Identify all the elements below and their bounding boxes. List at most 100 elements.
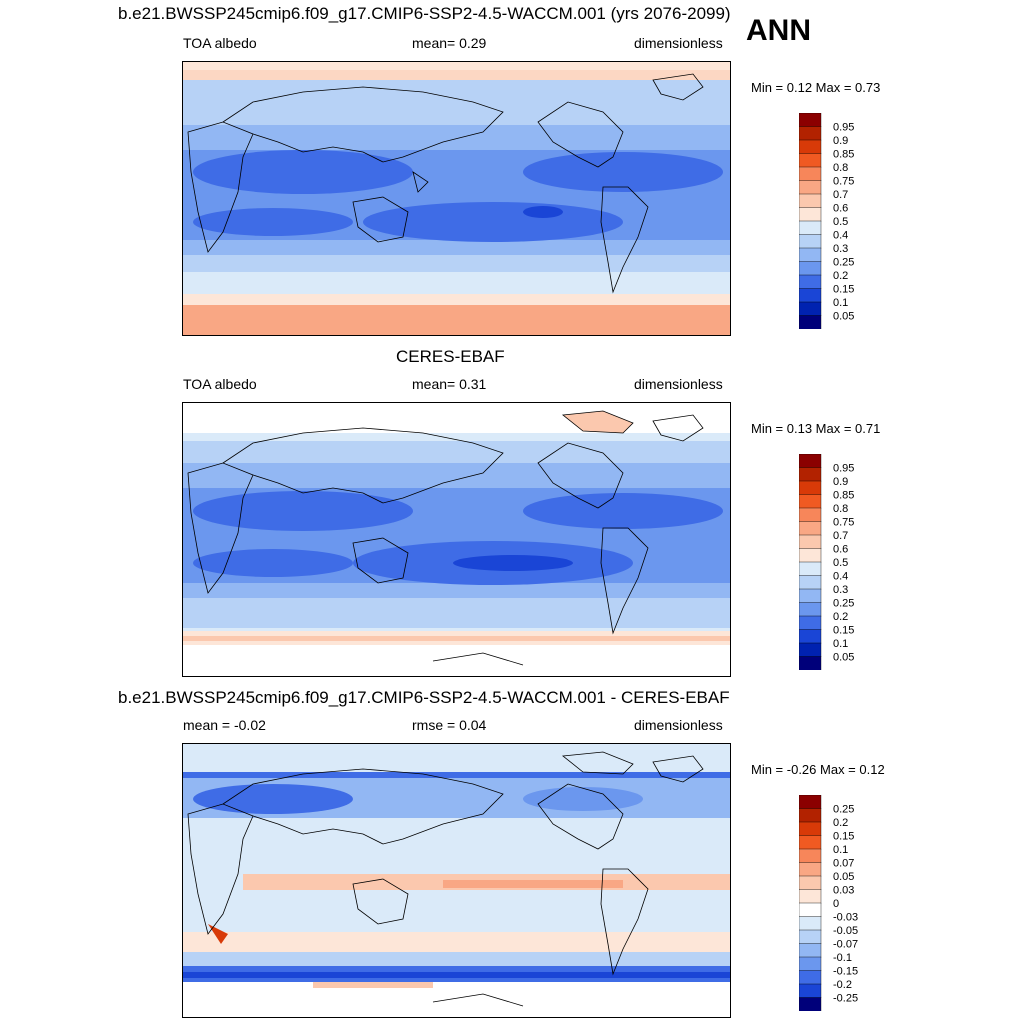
- colorbar-label: 0.75: [833, 517, 854, 529]
- colorbar-label: 0.75: [833, 176, 854, 188]
- colorbar-swatch: [798, 943, 822, 958]
- panel-1-units-label: dimensionless: [634, 35, 723, 51]
- colorbar-label: 0.3: [833, 243, 848, 255]
- colorbar-label: 0.5: [833, 557, 848, 569]
- panel-1-map-field: [183, 62, 730, 335]
- colorbar-label: 0.05: [833, 311, 854, 323]
- colorbar-swatch: [798, 997, 822, 1012]
- panel-3-mean-label: mean = -0.02: [183, 717, 266, 733]
- colorbar-swatch: [798, 288, 822, 303]
- colorbar-swatch: [798, 207, 822, 222]
- colorbar-label: 0.2: [833, 817, 848, 829]
- colorbar-label: 0.4: [833, 230, 848, 242]
- colorbar-swatch: [798, 112, 822, 128]
- panel-3-colorbar-swatches: 0.250.2 0.150.1 0.070.05 0.030 -0.03-0.05 -0.…: [798, 794, 858, 1012]
- colorbar-swatch: [798, 575, 822, 590]
- colorbar-swatch: [798, 126, 822, 141]
- colorbar-swatch: [798, 261, 822, 276]
- panel-1-map: [182, 61, 731, 336]
- colorbar-label: -0.05: [833, 925, 858, 937]
- colorbar-swatch: [798, 794, 822, 810]
- colorbar-label: 0.07: [833, 858, 854, 870]
- colorbar-label: 0.8: [833, 162, 848, 174]
- colorbar-label: -0.03: [833, 912, 858, 924]
- colorbar-swatch: [798, 588, 822, 604]
- panel-1-title: b.e21.BWSSP245cmip6.f09_g17.CMIP6-SSP2-4…: [118, 4, 731, 23]
- colorbar-label: 0.25: [833, 804, 854, 816]
- colorbar-swatch: [798, 301, 822, 317]
- colorbar-swatch: [798, 956, 822, 972]
- colorbar-swatch: [798, 629, 822, 644]
- colorbar-swatch: [798, 916, 822, 931]
- colorbar-swatch: [798, 821, 822, 837]
- panel-2-minmax: Min = 0.13 Max = 0.71: [751, 421, 881, 436]
- panel-1-minmax: Min = 0.12 Max = 0.73: [751, 80, 881, 95]
- colorbar-label: 0.2: [833, 611, 848, 623]
- colorbar-label: 0.5: [833, 216, 848, 228]
- colorbar-label: 0.05: [833, 652, 854, 664]
- colorbar-label: 0: [833, 898, 839, 910]
- colorbar-swatch: [798, 862, 822, 877]
- colorbar-swatch: [798, 929, 822, 945]
- colorbar-swatch: [798, 615, 822, 631]
- panel-3-title: b.e21.BWSSP245cmip6.f09_g17.CMIP6-SSP2-4…: [118, 688, 730, 707]
- colorbar-label: 0.9: [833, 135, 848, 147]
- colorbar-swatch: [798, 656, 822, 671]
- colorbar-label: 0.15: [833, 284, 854, 296]
- panel-3-map: [182, 743, 731, 1018]
- panel-2-mean-label: mean= 0.31: [412, 376, 487, 392]
- colorbar-label: 0.6: [833, 544, 848, 556]
- colorbar-label: -0.15: [833, 966, 858, 978]
- colorbar-swatch: [798, 315, 822, 330]
- colorbar-swatch: [798, 180, 822, 195]
- colorbar-swatch: [798, 220, 822, 236]
- colorbar-label: 0.85: [833, 149, 854, 161]
- panel-2-colorbar: 0.95 0.9 0.85 0.8 0.75 0.7 0.6 0.5 0.4 0.3 0.25 0.2…: [798, 453, 859, 675]
- panel-1-mean-label: mean= 0.29: [412, 35, 487, 51]
- colorbar-label: 0.2: [833, 270, 848, 282]
- colorbar-swatch: [798, 494, 822, 509]
- colorbar-label: 0.1: [833, 297, 848, 309]
- panel-2-colorbar-swatches: 0.950.9 0.850.8 0.750.7 0.60.5 0.40.3 0.250.2…: [798, 453, 854, 671]
- colorbar-swatch: [798, 902, 822, 918]
- panel-3-map-field: [183, 744, 730, 1017]
- panel-1-colorbar: 0.95 0.9 0.85 0.8 0.75 0.7 0.6 0.5 0.4 0.3 0.25 0.2…: [798, 112, 859, 334]
- colorbar-label: -0.1: [833, 952, 852, 964]
- colorbar-label: 0.15: [833, 625, 854, 637]
- colorbar-swatch: [798, 889, 822, 904]
- colorbar-swatch: [798, 139, 822, 155]
- colorbar-label: 0.25: [833, 598, 854, 610]
- colorbar-swatch: [798, 467, 822, 482]
- colorbar-label: 0.03: [833, 885, 854, 897]
- colorbar-swatch: [798, 970, 822, 985]
- colorbar-label: 0.1: [833, 638, 848, 650]
- colorbar-swatch: [798, 234, 822, 249]
- colorbar-swatch: [798, 808, 822, 823]
- colorbar-label: 0.1: [833, 844, 848, 856]
- colorbar-swatch: [798, 166, 822, 182]
- colorbar-swatch: [798, 534, 822, 550]
- colorbar-swatch: [798, 848, 822, 864]
- colorbar-label: -0.07: [833, 939, 858, 951]
- panel-2-title: CERES-EBAF: [396, 347, 505, 366]
- colorbar-label: 0.95: [833, 463, 854, 475]
- colorbar-swatch: [798, 274, 822, 290]
- panel-3-minmax: Min = -0.26 Max = 0.12: [751, 762, 885, 777]
- colorbar-label: 0.6: [833, 203, 848, 215]
- colorbar-swatch: [798, 507, 822, 523]
- panel-1-variable-label: TOA albedo: [183, 35, 257, 51]
- colorbar-swatch: [798, 642, 822, 658]
- panel-3-units-label: dimensionless: [634, 717, 723, 733]
- colorbar-swatch: [798, 602, 822, 617]
- colorbar-swatch: [798, 247, 822, 263]
- colorbar-label: 0.8: [833, 503, 848, 515]
- colorbar-swatch: [798, 561, 822, 577]
- colorbar-swatch: [798, 875, 822, 891]
- colorbar-label: 0.15: [833, 831, 854, 843]
- colorbar-swatch: [798, 153, 822, 168]
- colorbar-label: 0.4: [833, 571, 848, 583]
- colorbar-label: 0.95: [833, 122, 854, 134]
- colorbar-label: -0.25: [833, 993, 858, 1005]
- colorbar-label: 0.9: [833, 476, 848, 488]
- colorbar-label: 0.25: [833, 257, 854, 269]
